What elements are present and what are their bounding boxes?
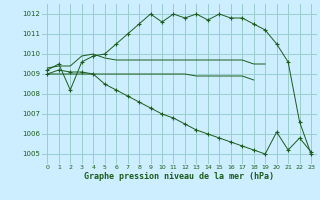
X-axis label: Graphe pression niveau de la mer (hPa): Graphe pression niveau de la mer (hPa)	[84, 172, 274, 181]
